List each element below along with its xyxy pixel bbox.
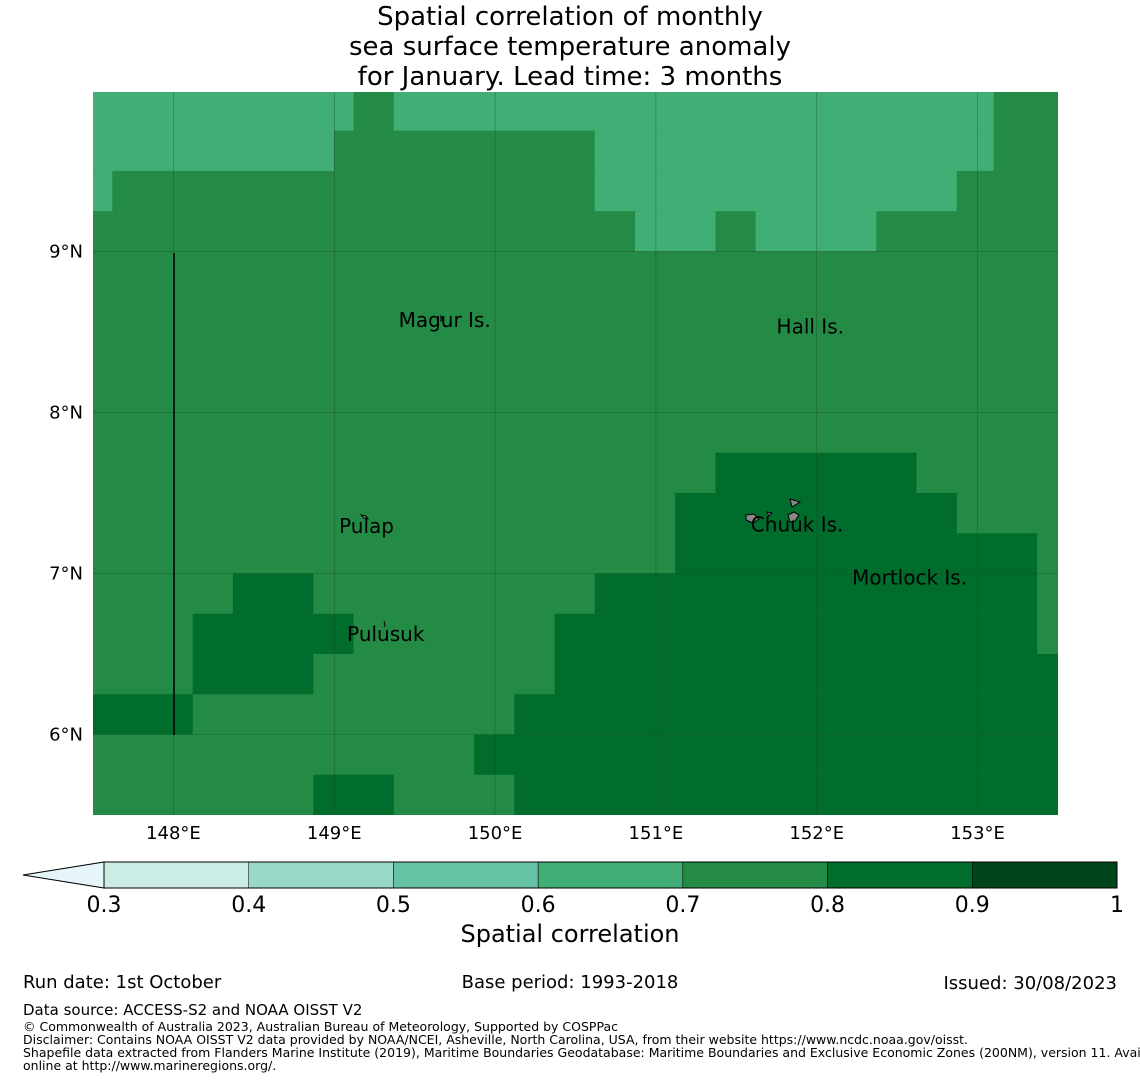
colorbar-tick-label: 1 [1110, 893, 1124, 918]
disclaimer: Disclaimer: Contains NOAA OISST V2 data … [23, 1032, 968, 1047]
chuuk-island-shape-1 [789, 498, 802, 508]
colorbar-under-arrow [22, 861, 105, 889]
shapefile-credit-line-2: online at http://www.marineregions.org/. [23, 1058, 277, 1073]
colorbar-segment [537, 861, 684, 889]
map-title-line-3: for January. Lead time: 3 months [357, 62, 783, 92]
grid-cell-block [192, 653, 314, 695]
issued-date: Issued: 30/08/2023 [943, 973, 1117, 994]
colorbar-tick-label: 0.3 [87, 893, 122, 918]
colorbar-frame [103, 861, 1118, 889]
place-label: Magur Is. [399, 308, 491, 332]
y-tick-label: 8°N [49, 402, 83, 423]
place-label: Pulap [339, 514, 394, 538]
grid-cell-block [675, 533, 1038, 574]
colorbar-segments [103, 861, 1118, 889]
x-tick-label: 149°E [307, 823, 362, 844]
chuuk-island-shape-2 [745, 513, 760, 524]
mortlock-island-shape [906, 573, 911, 577]
grid-cell-block [313, 613, 354, 654]
colorbar-segment [827, 861, 973, 889]
magur-island-shape [440, 314, 444, 323]
grid-cell-block [334, 92, 354, 131]
colorbar-segment [972, 861, 1118, 889]
grid-cell-block [313, 774, 394, 815]
y-axis-ticks: 9°N 8°N 7°N 6°N [49, 241, 83, 745]
colorbar-segment [393, 861, 539, 889]
colorbar-tick-label: 0.5 [376, 893, 411, 918]
colorbar-tick-label: 0.8 [810, 893, 845, 918]
colorbar-tick-label: 0.6 [521, 893, 556, 918]
run-date: Run date: 1st October [23, 972, 222, 993]
island-outlines [359, 314, 911, 628]
colorbar-segment [248, 861, 394, 889]
colorbar-tick-label: 0.9 [955, 893, 990, 918]
x-tick-label: 152°E [789, 823, 844, 844]
chuuk-island-shape-4 [787, 511, 800, 523]
place-label: Hall Is. [777, 315, 844, 339]
map-title-line-1: Spatial correlation of monthly [377, 2, 763, 32]
grid-cell-block [192, 613, 314, 654]
colorbar-title: Spatial correlation [460, 920, 680, 948]
grid-cell-block [93, 170, 113, 212]
grid-cell-block [635, 211, 716, 252]
correlation-grid [93, 92, 1058, 815]
colorbar: 0.3 0.4 0.5 0.6 0.7 0.8 0.9 1 [22, 861, 1125, 918]
colorbar-tick-labels: 0.3 0.4 0.5 0.6 0.7 0.8 0.9 1 [87, 893, 1125, 918]
x-axis-ticks: 148°E 149°E 150°E 151°E 152°E 153°E [146, 823, 1005, 844]
chuuk-island-shape-3 [766, 511, 774, 517]
grid-cell-block [675, 492, 957, 534]
x-tick-label: 151°E [629, 823, 684, 844]
pulap-island-shape [359, 514, 370, 520]
grid-cell-block [93, 92, 335, 171]
place-label: Pulusuk [347, 622, 425, 646]
grid-cell-block [514, 774, 1058, 815]
y-tick-label: 7°N [49, 563, 83, 584]
place-label: Chuuk Is. [751, 513, 844, 537]
grid-cell-block [715, 452, 917, 493]
shapefile-credit-line-1: Shapefile data extracted from Flanders M… [23, 1045, 1140, 1060]
grid-cell-block [594, 130, 994, 171]
data-source: Data source: ACCESS-S2 and NOAA OISST V2 [23, 1001, 363, 1019]
colorbar-segment [682, 861, 828, 889]
x-tick-label: 150°E [468, 823, 523, 844]
grid-cell-block [93, 694, 193, 735]
grid-cell-block [514, 694, 1058, 735]
x-tick-label: 153°E [950, 823, 1005, 844]
grid-cell-block [554, 653, 1058, 695]
grid-cell-block [393, 92, 994, 131]
pulusuk-island-shape [383, 620, 386, 628]
grid-cell-block [554, 613, 1038, 654]
colorbar-tick-label: 0.7 [665, 893, 700, 918]
place-labels: Magur Is. Hall Is. Pulap Chuuk Is. Mortlock … [339, 308, 967, 646]
x-tick-label: 148°E [146, 823, 201, 844]
y-tick-label: 6°N [49, 724, 83, 745]
grid-cell-block [755, 211, 877, 252]
map-title-line-2: sea surface temperature anomaly [349, 32, 791, 62]
grid-cell-block [594, 573, 1038, 614]
colorbar-tick-label: 0.4 [231, 893, 266, 918]
grid-cell-block [474, 734, 1058, 775]
copyright-notice: © Commonwealth of Australia 2023, Austra… [23, 1019, 618, 1034]
place-label: Mortlock Is. [852, 566, 967, 590]
grid-cell-block [232, 573, 314, 614]
y-tick-label: 9°N [49, 241, 83, 262]
colorbar-segment [103, 861, 249, 889]
base-period: Base period: 1993-2018 [461, 972, 679, 993]
grid-cell-block [594, 170, 957, 212]
